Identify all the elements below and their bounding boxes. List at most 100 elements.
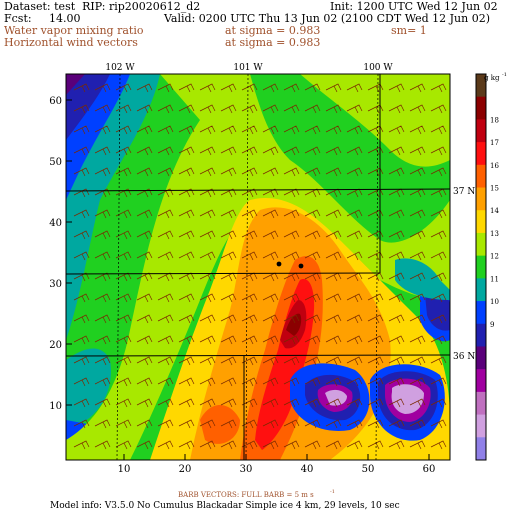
wind-barb <box>409 440 426 450</box>
wind-barb <box>367 440 384 450</box>
wind-barb <box>178 419 195 429</box>
wind-barb <box>136 419 153 429</box>
wind-barb <box>178 398 195 408</box>
wind-barb <box>157 188 174 198</box>
wind-barb <box>283 146 300 156</box>
wind-barb <box>430 440 447 450</box>
wind-barb <box>94 440 111 450</box>
wind-barb <box>283 377 300 387</box>
wind-barb <box>262 398 279 408</box>
wind-barb <box>346 83 363 93</box>
wind-barb <box>325 251 342 261</box>
wind-barb <box>346 167 363 177</box>
wind-barb <box>178 146 195 156</box>
wind-barb <box>178 125 195 135</box>
wind-barb <box>262 188 279 198</box>
wind-barb <box>199 125 216 135</box>
wind-barb <box>388 293 405 303</box>
wind-barb <box>325 335 342 345</box>
colorbar-swatch <box>476 346 486 370</box>
wind-barb <box>241 146 258 156</box>
wind-barb <box>94 377 111 387</box>
wind-barb <box>115 314 132 324</box>
wind-barb <box>220 230 237 240</box>
wind-barb <box>199 104 216 114</box>
y-tick-labels: 60 50 40 30 20 10 <box>49 96 62 412</box>
wind-barb <box>304 314 321 324</box>
wind-barb <box>157 230 174 240</box>
wind-barb <box>409 272 426 282</box>
wind-barb <box>220 440 237 450</box>
wind-barb <box>325 83 342 93</box>
wind-barb <box>94 188 111 198</box>
colorbar-swatch <box>476 391 486 416</box>
wind-barb <box>94 356 111 366</box>
wind-barb <box>283 125 300 135</box>
wind-barb <box>136 335 153 345</box>
wind-barb <box>136 83 153 93</box>
wind-barb <box>430 230 447 240</box>
wind-barb <box>262 209 279 219</box>
wind-barb <box>388 272 405 282</box>
wind-barb <box>346 230 363 240</box>
wind-barb <box>388 440 405 450</box>
colorbar-level-label: 16 <box>490 162 499 170</box>
wind-barb <box>73 209 90 219</box>
wind-barb <box>409 356 426 366</box>
wind-barb <box>388 83 405 93</box>
wind-barb <box>115 272 132 282</box>
svg-text:g kg: g kg <box>484 74 500 82</box>
wind-barb <box>262 377 279 387</box>
wind-barb <box>220 377 237 387</box>
wind-barb <box>346 398 363 408</box>
wind-barb <box>409 104 426 114</box>
wind-barb <box>178 272 195 282</box>
wind-barb <box>115 167 132 177</box>
wind-barb <box>283 230 300 240</box>
wind-barb <box>115 398 132 408</box>
wind-barb <box>73 272 90 282</box>
wind-barb <box>136 146 153 156</box>
wind-barb <box>283 104 300 114</box>
wind-barb <box>115 293 132 303</box>
wind-barb <box>178 293 195 303</box>
wind-barb <box>409 377 426 387</box>
wind-barb <box>157 293 174 303</box>
wind-barb <box>430 209 447 219</box>
x-axis-ticks <box>123 454 430 460</box>
wind-barb <box>262 356 279 366</box>
wind-barb <box>346 356 363 366</box>
wind-barb <box>325 419 342 429</box>
colorbar-swatch <box>476 323 486 347</box>
wind-barb <box>157 146 174 156</box>
wind-barb <box>241 167 258 177</box>
wind-barb <box>346 377 363 387</box>
wind-barb <box>283 356 300 366</box>
wind-barb <box>241 209 258 219</box>
x-tick-label: 10 <box>118 464 131 475</box>
wind-barb <box>304 293 321 303</box>
wind-barb <box>241 230 258 240</box>
wind-barb <box>388 356 405 366</box>
mixing-ratio-field <box>66 74 450 460</box>
latitude-labels: 37 N 36 N <box>453 187 475 362</box>
wind-barb <box>199 230 216 240</box>
wind-barb <box>241 188 258 198</box>
wind-barb <box>304 251 321 261</box>
wind-barb <box>430 293 447 303</box>
colorbar-swatch <box>476 301 486 325</box>
wind-barb <box>409 293 426 303</box>
wind-barb <box>409 251 426 261</box>
wind-barb <box>136 230 153 240</box>
wind-barb <box>136 167 153 177</box>
lon-label: 101 W <box>233 63 263 73</box>
wind-barb <box>220 335 237 345</box>
wind-barb <box>136 251 153 261</box>
wind-barb <box>220 251 237 261</box>
wind-barb <box>73 293 90 303</box>
forecast-hour-label: Fcst: 14.00 <box>4 12 81 25</box>
wind-barb <box>346 251 363 261</box>
wind-barb <box>199 335 216 345</box>
barb-legend: BARB VECTORS: FULL BARB = 5 m s -1 <box>178 489 335 499</box>
